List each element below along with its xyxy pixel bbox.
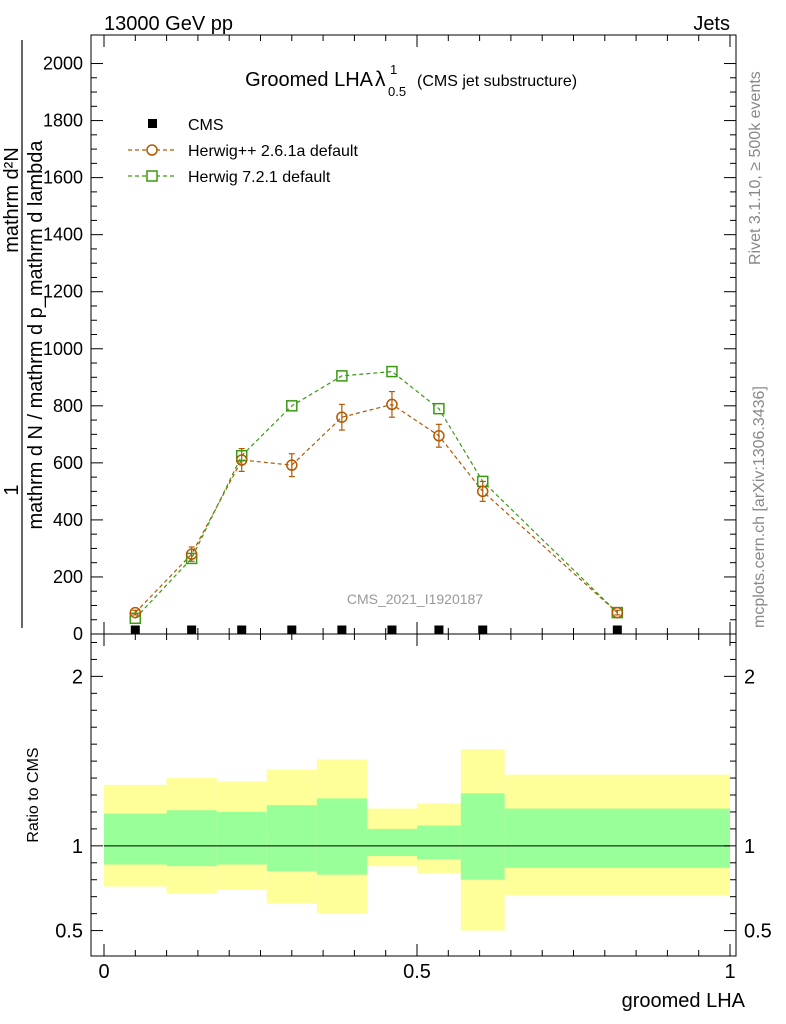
legend-label-herwigpp: Herwig++ 2.6.1a default <box>188 143 358 160</box>
ratio-band-inner <box>266 805 317 872</box>
y-label-numerator: 1 <box>1 484 23 495</box>
ratio-x-tick-label: 0.5 <box>403 961 431 983</box>
ratio-y-tick-label-right: 1 <box>744 836 755 858</box>
ratio-x-tick-label: 0 <box>98 961 109 983</box>
cms-point <box>612 625 622 635</box>
legend-marker-herwigpp <box>146 144 158 156</box>
herwigpp-point <box>611 606 624 619</box>
main-y-tick-label: 0 <box>73 624 83 644</box>
herwigpp-point <box>386 398 398 411</box>
herwigpp-point <box>286 459 298 471</box>
legend-entry-herwigpp: Herwig++ 2.6.1a default <box>128 143 358 160</box>
herwig7-point <box>129 612 142 625</box>
herwig7-point <box>386 365 398 378</box>
ratio-band-inner <box>366 828 417 857</box>
herwig7-point <box>235 449 248 462</box>
ratio-y-tick-label: 1 <box>72 836 83 858</box>
main-y-tick-label: 1200 <box>43 282 83 302</box>
title-lambda: λ <box>375 68 386 91</box>
cms-point <box>287 625 297 635</box>
ratio-y-tick-label-right: 0.5 <box>744 921 772 943</box>
legend-entry-cms: CMS <box>148 117 224 134</box>
herwigpp-point <box>129 606 142 619</box>
y-label-overlay: mathrm d²N <box>1 147 23 253</box>
title-note: (CMS jet substructure) <box>417 73 577 90</box>
main-y-tick-label: 2000 <box>43 54 83 74</box>
ratio-y-tick-label-right: 2 <box>744 666 755 688</box>
main-y-tick-label: 200 <box>53 567 83 587</box>
ratio-panel: 0.5 0.51 12 2 0 0.5 1 Ratio to CMS groomed LH… <box>25 633 772 1012</box>
herwig7-point <box>433 402 445 415</box>
herwigpp-point <box>336 411 348 423</box>
main-panel: 0 200 400 600 800 1000 1200 1400 1600 1800 2000 CM… <box>43 34 737 644</box>
cms-point <box>130 625 140 635</box>
main-y-tick-label: 1400 <box>43 225 83 245</box>
legend-marker-herwig7 <box>146 170 158 182</box>
legend-marker-cms <box>148 119 157 128</box>
mcplots-label: mcplots.cern.ch [arXiv:1306.3436] <box>751 386 768 628</box>
ratio-band-inner <box>417 825 461 860</box>
herwig7-point <box>286 400 298 412</box>
main-y-tick-label: 400 <box>53 510 83 530</box>
main-y-tick-label: 1000 <box>43 339 83 359</box>
ratio-y-label: Ratio to CMS <box>25 747 42 842</box>
series-line-herwig7 <box>134 370 618 619</box>
title-superscript: 1 <box>390 62 397 77</box>
ratio-band-inner <box>166 810 217 867</box>
watermark: CMS_2021_I1920187 <box>347 591 483 607</box>
herwigpp-point <box>185 548 198 560</box>
ratio-y-tick-label: 0.5 <box>55 921 83 943</box>
main-y-tick-label: 600 <box>53 453 83 473</box>
header-energy: 13000 GeV pp <box>104 13 233 35</box>
herwigpp-point <box>476 485 489 498</box>
cms-point <box>237 625 247 635</box>
x-axis-label: groomed LHA <box>622 990 746 1012</box>
herwigpp-point <box>433 430 445 442</box>
main-y-tick-label: 800 <box>53 396 83 416</box>
legend-label-herwig7: Herwig 7.2.1 default <box>188 169 331 186</box>
herwigpp-point <box>235 454 248 466</box>
main-y-tick-label: 1600 <box>43 168 83 188</box>
herwig7-point <box>185 552 198 565</box>
main-series <box>129 365 624 635</box>
title-subscript: 0.5 <box>388 84 406 99</box>
ratio-y-ticks: 0.5 0.5 1 1 2 2 <box>55 641 772 943</box>
title-main: Groomed LHA <box>245 69 373 91</box>
main-y-tick-label: 1800 <box>43 111 83 131</box>
plot-title: Groomed LHA λ 1 0.5 (CMS jet substructur… <box>245 62 577 99</box>
cms-point <box>478 625 488 635</box>
series-line-herwigpp <box>134 403 618 614</box>
cms-point <box>387 625 397 635</box>
rivet-label: Rivet 3.1.10, ≥ 500k events <box>747 71 764 265</box>
legend-entry-herwig7: Herwig 7.2.1 default <box>128 169 331 186</box>
main-y-ticks: 0 200 400 600 800 1000 1200 1400 1600 1800 2000 <box>43 54 736 644</box>
cms-point <box>187 625 197 635</box>
ratio-x-ticks: 0 0.5 1 <box>98 634 736 983</box>
legend: CMS Herwig++ 2.6.1a default Herwig 7.2.1… <box>128 117 358 186</box>
legend-label-cms: CMS <box>188 117 224 134</box>
header-process: Jets <box>693 13 730 35</box>
ratio-band-inner <box>460 793 505 880</box>
main-x-ticks <box>103 35 731 634</box>
ratio-band-inner <box>504 808 730 868</box>
ratio-band-inner <box>316 798 367 875</box>
ratio-band-inner <box>104 813 167 865</box>
ratio-y-tick-label: 2 <box>72 666 83 688</box>
herwig7-point <box>336 370 348 382</box>
ratio-x-tick-label: 1 <box>724 961 735 983</box>
y-label-denominator: mathrm d N / mathrm d p_mathrm d lambda <box>25 140 47 530</box>
cms-point <box>434 625 444 635</box>
cms-point <box>337 625 347 635</box>
ratio-band-inner <box>216 811 267 865</box>
ratio-bands <box>104 749 730 931</box>
y-axis-label: 1 mathrm d²N mathrm d N / mathrm d p_mat… <box>1 40 47 628</box>
